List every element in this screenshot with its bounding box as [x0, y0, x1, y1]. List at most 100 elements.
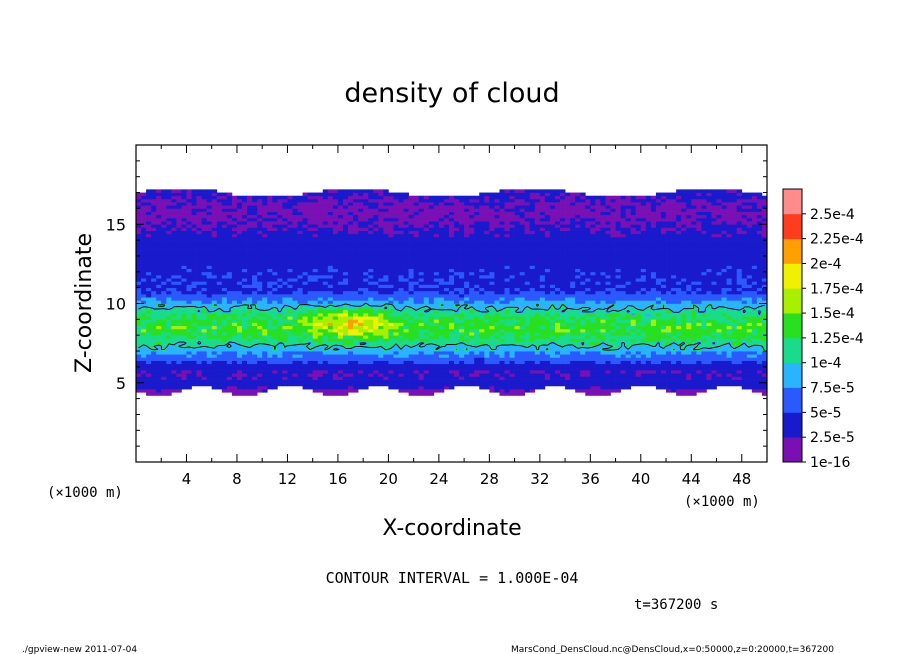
heatmap-cell — [408, 290, 414, 295]
heatmap-cell — [655, 325, 662, 330]
heatmap-cell — [307, 325, 314, 330]
heatmap-cell — [691, 284, 697, 288]
heatmap-cell — [676, 370, 682, 374]
heatmap-cell — [731, 268, 738, 273]
heatmap-cell — [358, 262, 364, 266]
heatmap-cell — [267, 351, 273, 355]
heatmap-cell — [428, 335, 435, 339]
heatmap-cell — [226, 290, 233, 295]
heatmap-cell — [469, 278, 475, 282]
heatmap-cell — [413, 306, 420, 311]
heatmap-cell — [484, 376, 490, 380]
heatmap-cell — [221, 366, 228, 371]
heatmap-cell — [570, 373, 576, 377]
heatmap-cell — [479, 268, 485, 273]
heatmap-cell — [610, 360, 616, 365]
heatmap-cell — [342, 392, 349, 396]
heatmap-cell — [575, 309, 581, 314]
heatmap-cell — [428, 284, 435, 288]
heatmap-cell — [292, 316, 298, 320]
heatmap-cell — [605, 354, 611, 358]
heatmap-cell — [312, 278, 319, 282]
heatmap-cell — [539, 366, 546, 371]
heatmap-cell — [650, 360, 657, 365]
heatmap-cell — [378, 278, 384, 282]
heatmap-cell — [575, 284, 581, 288]
heatmap-cell — [353, 316, 359, 320]
heatmap-cell — [398, 379, 404, 384]
heatmap-cell — [519, 284, 526, 288]
heatmap-cell — [277, 306, 283, 311]
heatmap-cell — [398, 297, 404, 301]
heatmap-cell — [716, 319, 722, 323]
heatmap-cell — [317, 341, 324, 346]
heatmap-cell — [423, 366, 430, 371]
heatmap-cell — [454, 370, 460, 374]
heatmap-cell — [716, 341, 722, 346]
heatmap-cell — [519, 274, 526, 279]
heatmap-cell — [706, 313, 712, 317]
heatmap-cell — [630, 366, 637, 371]
heatmap-cell — [206, 306, 213, 311]
heatmap-cell — [312, 293, 319, 298]
heatmap-cell — [474, 328, 480, 333]
heatmap-cell — [403, 297, 409, 301]
heatmap-cell — [650, 284, 657, 288]
heatmap-cell — [196, 303, 202, 308]
heatmap-cell — [585, 389, 591, 393]
heatmap-cell — [585, 344, 591, 349]
heatmap-cell — [630, 370, 637, 374]
heatmap-cell — [529, 335, 536, 339]
heatmap-cell — [585, 351, 591, 355]
heatmap-cell — [605, 385, 611, 390]
heatmap-cell — [302, 278, 308, 282]
heatmap-cell — [317, 335, 324, 339]
heatmap-cell — [151, 332, 157, 336]
heatmap-cell — [257, 287, 263, 292]
heatmap-cell — [681, 265, 687, 269]
heatmap-cell — [610, 309, 616, 314]
heatmap-cell — [671, 316, 677, 320]
heatmap-cell — [171, 332, 177, 336]
heatmap-cell — [337, 363, 344, 368]
heatmap-cell — [595, 287, 601, 292]
heatmap-cell — [489, 382, 495, 387]
heatmap-cell — [348, 278, 354, 282]
heatmap-cell — [539, 357, 546, 361]
heatmap-cell — [398, 338, 404, 342]
heatmap-cell — [433, 274, 440, 279]
heatmap-cell — [448, 344, 455, 349]
heatmap-cell — [448, 319, 455, 323]
heatmap-cell — [610, 351, 616, 355]
heatmap-cell — [216, 360, 223, 365]
heatmap-cell — [413, 300, 420, 304]
heatmap-cell — [736, 366, 743, 371]
heatmap-cell — [443, 313, 450, 317]
heatmap-cell — [337, 382, 344, 387]
heatmap-cell — [448, 328, 455, 333]
heatmap-cell — [681, 274, 687, 279]
heatmap-cell — [292, 376, 298, 380]
heatmap-cell — [756, 370, 763, 374]
heatmap-cell — [226, 332, 233, 336]
heatmap-cell — [353, 363, 359, 368]
heatmap-cell — [277, 332, 283, 336]
heatmap-cell — [438, 366, 445, 371]
heatmap-cell — [529, 376, 536, 380]
heatmap-cell — [580, 287, 586, 292]
heatmap-cell — [726, 376, 733, 380]
heatmap-cell — [363, 290, 369, 295]
heatmap-cell — [479, 385, 485, 390]
heatmap-cell — [509, 332, 515, 336]
heatmap-cell — [736, 313, 743, 317]
heatmap-cell — [666, 309, 672, 314]
heatmap-cell — [459, 306, 465, 311]
heatmap-cell — [570, 303, 576, 308]
heatmap-cell — [398, 316, 404, 320]
heatmap-cell — [363, 293, 369, 298]
heatmap-cell — [706, 328, 712, 333]
heatmap-cell — [676, 354, 682, 358]
heatmap-cell — [348, 265, 354, 269]
heatmap-cell — [721, 271, 727, 276]
heatmap-cell — [514, 344, 520, 349]
